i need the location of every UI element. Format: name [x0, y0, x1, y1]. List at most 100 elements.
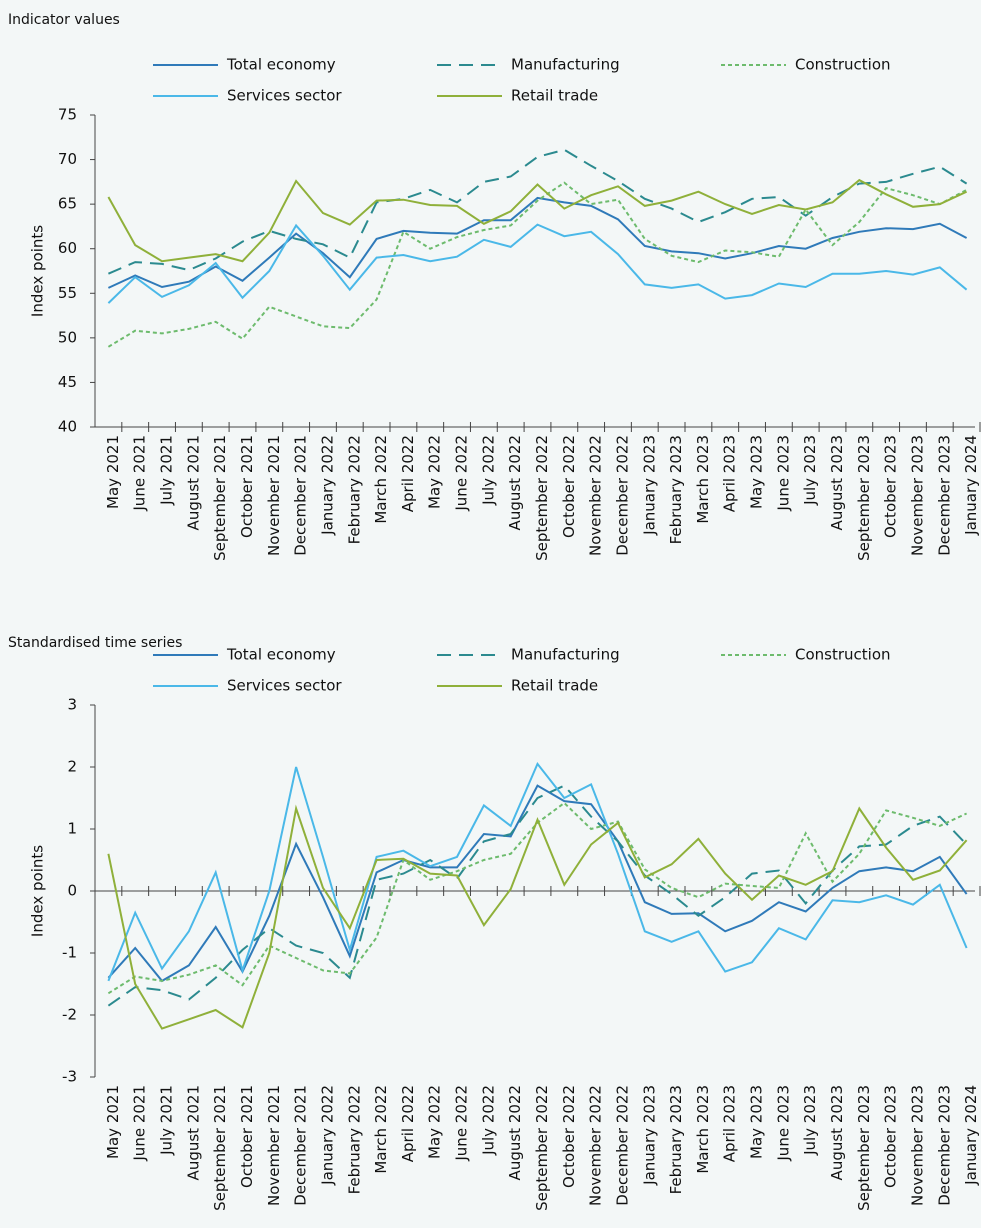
- series-line: [107, 801, 968, 995]
- series-line: [107, 804, 968, 1030]
- legend-label: Construction: [795, 646, 891, 664]
- y-tick-label: 70: [58, 150, 77, 168]
- x-tick-label: May 2022: [426, 435, 444, 509]
- y-tick-label: -2: [62, 1006, 77, 1024]
- y-tick-label: 1: [67, 820, 77, 838]
- x-tick-label: March 2023: [694, 435, 712, 524]
- x-tick-label: May 2022: [426, 1085, 444, 1159]
- y-tick-label: 65: [58, 195, 77, 213]
- x-tick-label: October 2021: [238, 435, 256, 538]
- x-tick-label: September 2021: [211, 1085, 229, 1211]
- series-line: [107, 178, 968, 263]
- x-tick-label: June 2023: [774, 435, 792, 512]
- x-tick-label: September 2023: [855, 435, 873, 561]
- y-tick-label: 55: [58, 284, 77, 302]
- x-tick-label: August 2022: [506, 1085, 524, 1180]
- x-tick-label: August 2021: [184, 1085, 202, 1180]
- series-line: [107, 223, 968, 304]
- x-tick-label: January 2022: [318, 1085, 336, 1186]
- x-tick-label: June 2022: [453, 435, 471, 512]
- series-line: [107, 761, 968, 982]
- x-tick-label: June 2023: [774, 1085, 792, 1162]
- x-tick-label: October 2022: [560, 1085, 578, 1188]
- x-tick-label: March 2022: [372, 1085, 390, 1174]
- series-line: [107, 181, 968, 348]
- y-axis-title: Index points: [29, 225, 47, 317]
- x-tick-label: December 2023: [935, 1085, 953, 1206]
- legend-label: Manufacturing: [511, 56, 620, 74]
- x-tick-label: October 2023: [882, 435, 900, 538]
- x-tick-label: July 2021: [158, 1085, 176, 1156]
- legend-label: Services sector: [227, 87, 342, 105]
- x-tick-label: April 2022: [399, 1085, 417, 1162]
- x-tick-label: March 2023: [694, 1085, 712, 1174]
- series-line: [107, 784, 968, 983]
- x-tick-label: November 2023: [908, 435, 926, 556]
- series-line: [107, 784, 968, 1007]
- x-tick-label: November 2023: [908, 1085, 926, 1206]
- y-tick-label: 3: [67, 696, 77, 714]
- x-tick-label: April 2022: [399, 435, 417, 512]
- legend-label: Retail trade: [511, 677, 598, 695]
- x-tick-label: May 2023: [748, 435, 766, 509]
- x-tick-label: October 2022: [560, 435, 578, 538]
- x-tick-label: May 2021: [104, 435, 122, 509]
- y-tick-label: 45: [58, 373, 77, 391]
- x-tick-label: June 2021: [131, 1085, 149, 1162]
- x-tick-label: March 2022: [372, 435, 390, 524]
- x-tick-label: June 2022: [453, 1085, 471, 1162]
- x-tick-label: November 2022: [587, 435, 605, 556]
- legend-label: Construction: [795, 56, 891, 74]
- y-axis-title: Index points: [29, 845, 47, 937]
- y-tick-label: -1: [62, 944, 77, 962]
- x-tick-label: August 2023: [828, 435, 846, 530]
- x-tick-label: May 2021: [104, 1085, 122, 1159]
- x-tick-label: September 2023: [855, 1085, 873, 1211]
- x-tick-label: August 2023: [828, 1085, 846, 1180]
- x-tick-label: April 2023: [721, 435, 739, 512]
- x-tick-label: December 2021: [292, 1085, 310, 1206]
- y-tick-label: 2: [67, 758, 77, 776]
- x-tick-label: April 2023: [721, 1085, 739, 1162]
- x-tick-label: July 2023: [801, 435, 819, 506]
- x-tick-label: November 2021: [265, 435, 283, 556]
- x-tick-label: January 2024: [962, 1085, 980, 1186]
- legend-label: Total economy: [226, 646, 336, 664]
- x-tick-label: October 2023: [882, 1085, 900, 1188]
- legend-label: Retail trade: [511, 87, 598, 105]
- x-tick-label: January 2022: [318, 435, 336, 536]
- x-tick-label: August 2022: [506, 435, 524, 530]
- x-tick-label: February 2022: [345, 1085, 363, 1194]
- legend-label: Manufacturing: [511, 646, 620, 664]
- x-tick-label: January 2023: [640, 1085, 658, 1186]
- x-tick-label: November 2022: [587, 1085, 605, 1206]
- x-tick-label: January 2023: [640, 435, 658, 536]
- y-tick-label: 60: [58, 239, 77, 257]
- y-tick-label: 0: [67, 882, 77, 900]
- x-tick-label: December 2022: [613, 435, 631, 556]
- y-tick-label: 40: [58, 418, 77, 436]
- chart-title: Standardised time series: [8, 635, 182, 651]
- x-tick-label: November 2021: [265, 1085, 283, 1206]
- x-tick-label: January 2024: [962, 435, 980, 536]
- x-tick-label: September 2022: [533, 1085, 551, 1211]
- y-tick-label: 75: [58, 106, 77, 124]
- x-tick-label: December 2023: [935, 435, 953, 556]
- x-tick-label: February 2023: [667, 1085, 685, 1194]
- legend-label: Total economy: [226, 56, 336, 74]
- series-line: [108, 148, 968, 275]
- legend-label: Services sector: [227, 677, 342, 695]
- x-tick-label: July 2022: [479, 1085, 497, 1156]
- x-tick-label: February 2022: [345, 435, 363, 544]
- chart-title: Indicator values: [8, 12, 120, 28]
- x-tick-label: May 2023: [748, 1085, 766, 1159]
- x-tick-label: December 2022: [613, 1085, 631, 1206]
- y-tick-label: 50: [58, 328, 77, 346]
- x-tick-label: August 2021: [184, 435, 202, 530]
- x-tick-label: February 2023: [667, 435, 685, 544]
- y-tick-label: -3: [62, 1068, 77, 1086]
- x-tick-label: December 2021: [292, 435, 310, 556]
- x-tick-label: September 2022: [533, 435, 551, 561]
